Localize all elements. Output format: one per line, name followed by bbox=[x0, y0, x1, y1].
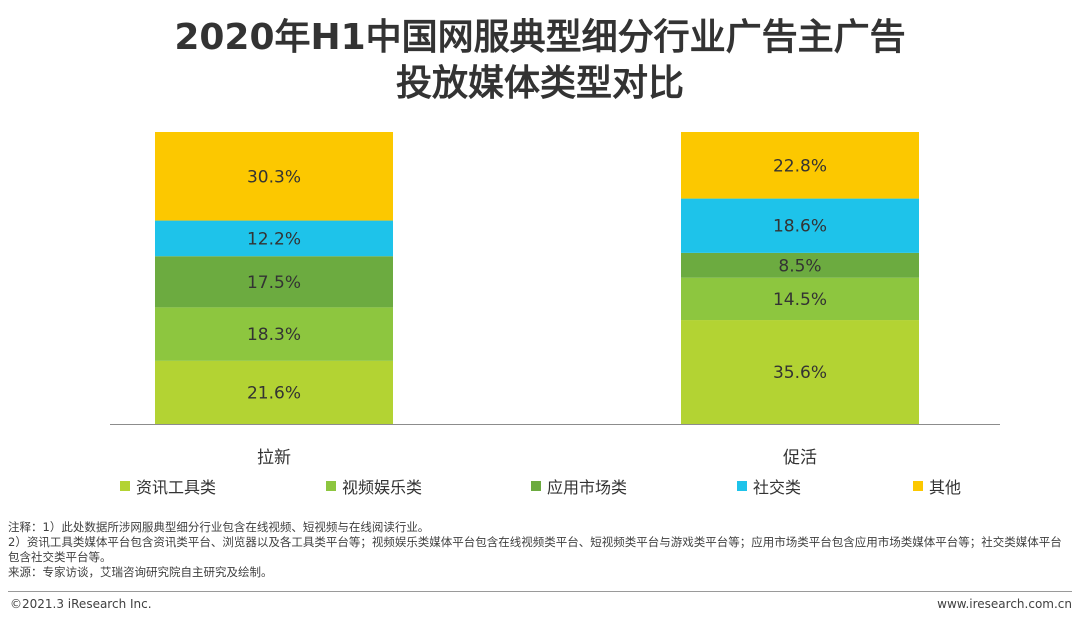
stacked-bar-chart: 21.6% 18.3% 17.5% 12.2% 30.3% 拉新 35.6% 14.5% 8.5… bbox=[110, 132, 1000, 468]
data-label: 14.5% bbox=[773, 290, 827, 310]
bar-segment bbox=[155, 256, 393, 308]
legend-swatch bbox=[120, 481, 130, 491]
bar-segment bbox=[681, 320, 919, 424]
legend-label: 应用市场类 bbox=[547, 478, 628, 497]
legend-item-shejiao: 社交类 bbox=[737, 475, 801, 497]
data-label: 22.8% bbox=[773, 156, 827, 176]
bar-segment bbox=[681, 132, 919, 199]
legend-label: 其他 bbox=[929, 478, 962, 497]
copyright-text: ©2021.3 iResearch Inc. bbox=[10, 597, 152, 611]
footer-divider bbox=[8, 591, 1072, 592]
chart-notes: 注释：1）此处数据所涉网服典型细分行业包含在线视频、短视频与在线阅读行业。 2）… bbox=[8, 520, 1072, 580]
bar-segment bbox=[681, 252, 919, 278]
legend-swatch bbox=[531, 481, 541, 491]
legend-item-shipin: 视频娱乐类 bbox=[326, 475, 422, 497]
chart-title-line-1: 2020年H1中国网服典型细分行业广告主广告 bbox=[174, 17, 906, 58]
bar-segment bbox=[681, 198, 919, 253]
legend-label: 视频娱乐类 bbox=[342, 478, 423, 497]
data-label: 30.3% bbox=[247, 167, 301, 187]
website-text: www.iresearch.com.cn bbox=[937, 597, 1072, 611]
legend-swatch bbox=[737, 481, 747, 491]
data-label: 35.6% bbox=[773, 363, 827, 383]
data-label: 21.6% bbox=[247, 383, 301, 403]
category-label: 促活 bbox=[783, 448, 817, 468]
category-label: 拉新 bbox=[257, 448, 291, 468]
data-label: 18.6% bbox=[773, 217, 827, 237]
data-label: 18.3% bbox=[247, 325, 301, 345]
legend-item-qita: 其他 bbox=[913, 475, 961, 497]
chart-legend: 资讯工具类 视频娱乐类 应用市场类 社交类 其他 bbox=[0, 475, 1080, 497]
data-label: 17.5% bbox=[247, 273, 301, 293]
bar-segment bbox=[155, 132, 393, 221]
chart-title-line-2: 投放媒体类型对比 bbox=[395, 63, 684, 104]
note-line-1: 注释：1）此处数据所涉网服典型细分行业包含在线视频、短视频与在线阅读行业。 bbox=[8, 520, 430, 534]
source-line: 来源：专家访谈，艾瑞咨询研究院自主研究及绘制。 bbox=[8, 565, 273, 579]
legend-item-zixun: 资讯工具类 bbox=[120, 475, 216, 497]
legend-label: 社交类 bbox=[753, 478, 802, 497]
data-label: 12.2% bbox=[247, 229, 301, 249]
data-label: 8.5% bbox=[778, 256, 821, 276]
legend-item-yingyong: 应用市场类 bbox=[531, 475, 627, 497]
note-line-2: 2）资讯工具类媒体平台包含资讯类平台、浏览器以及各工具类平台等；视频娱乐类媒体平… bbox=[8, 535, 1062, 564]
bar-segment bbox=[155, 220, 393, 257]
bar-segment bbox=[155, 307, 393, 361]
bar-segment bbox=[155, 360, 393, 424]
legend-swatch bbox=[326, 481, 336, 491]
legend-swatch bbox=[913, 481, 923, 491]
legend-label: 资讯工具类 bbox=[136, 478, 217, 497]
bar-segment bbox=[681, 277, 919, 321]
